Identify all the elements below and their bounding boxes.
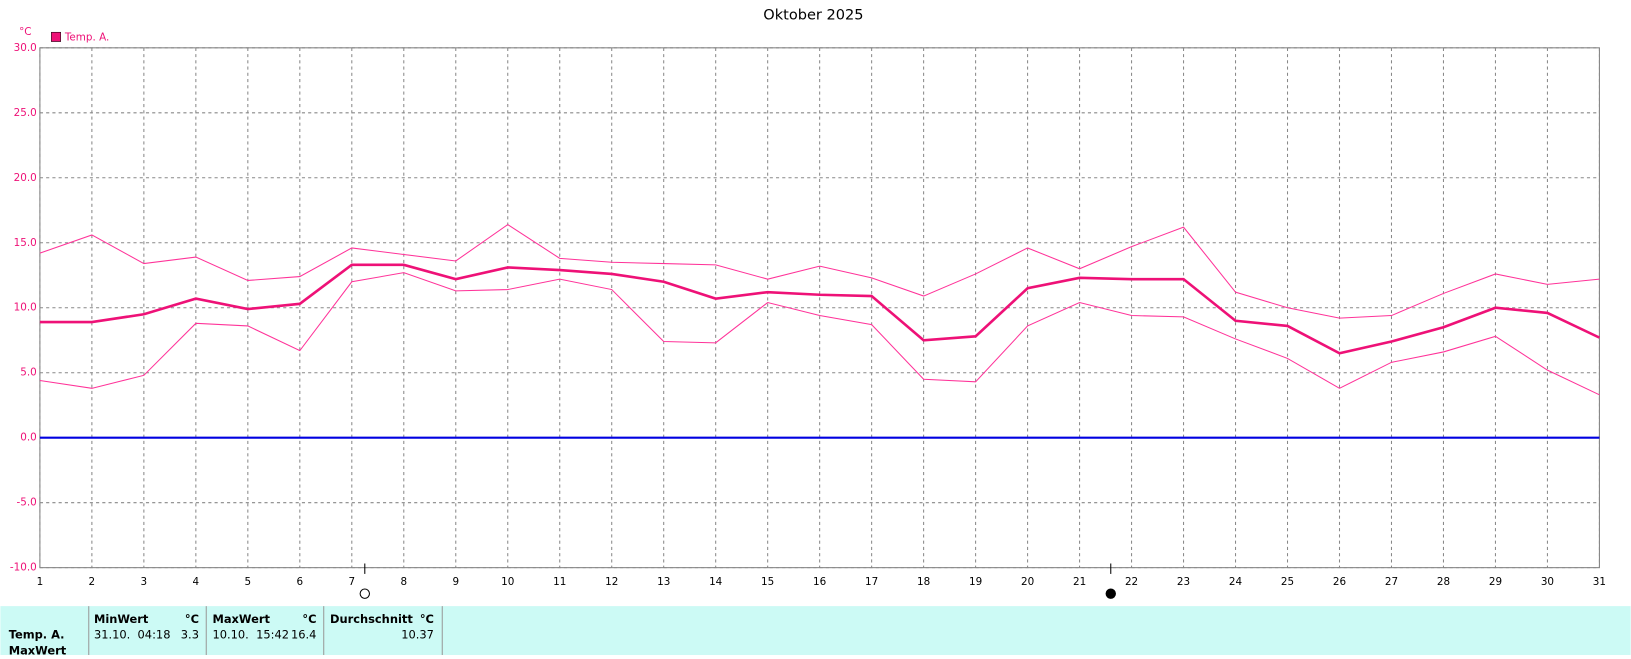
table-header: °C bbox=[420, 612, 434, 626]
x-tick-label: 2 bbox=[89, 576, 96, 588]
x-tick-label: 26 bbox=[1333, 576, 1346, 588]
x-tick-label: 22 bbox=[1125, 576, 1138, 588]
x-tick-label: 11 bbox=[553, 576, 566, 588]
chart-title: Oktober 2025 bbox=[763, 7, 863, 24]
x-tick-label: 3 bbox=[141, 576, 148, 588]
x-tick-label: 7 bbox=[348, 576, 355, 588]
x-tick-label: 15 bbox=[761, 576, 774, 588]
table-cell: Temp. A. bbox=[9, 628, 65, 642]
series-line bbox=[39, 223, 1600, 319]
x-tick-label: 29 bbox=[1489, 576, 1502, 588]
x-tick-label: 6 bbox=[297, 576, 304, 588]
table-lines bbox=[88, 606, 443, 655]
x-tick-label: 25 bbox=[1281, 576, 1294, 588]
series-line bbox=[39, 272, 1600, 396]
y-tick-label: 20.0 bbox=[14, 172, 37, 184]
x-tick-label: 12 bbox=[605, 576, 618, 588]
stats-panel bbox=[0, 606, 1631, 655]
table-cell: MaxWert bbox=[9, 643, 67, 655]
y-tick-label: 15.0 bbox=[14, 237, 37, 249]
table-header: MaxWert bbox=[212, 612, 270, 626]
y-tick-label: -10.0 bbox=[10, 562, 37, 574]
x-tick-label: 21 bbox=[1073, 576, 1086, 588]
table-cell: 10.37 bbox=[401, 628, 434, 642]
table-cell: 31.10. 04:18 bbox=[94, 628, 171, 642]
legend-swatch bbox=[51, 31, 61, 42]
y-tick-label: 25.0 bbox=[14, 107, 37, 119]
x-tick-label: 13 bbox=[657, 576, 670, 588]
table-header: MinWert bbox=[94, 612, 149, 626]
x-tick-label: 27 bbox=[1385, 576, 1398, 588]
x-tick-label: 19 bbox=[969, 576, 982, 588]
x-tick-label: 28 bbox=[1437, 576, 1450, 588]
x-tick-label: 20 bbox=[1021, 576, 1034, 588]
table-header: Durchschnitt bbox=[330, 612, 413, 626]
x-tick-label: 31 bbox=[1593, 576, 1606, 588]
y-tick-label: 5.0 bbox=[20, 367, 37, 379]
moon-marker bbox=[359, 588, 370, 599]
x-tick-label: 17 bbox=[865, 576, 878, 588]
x-tick-label: 5 bbox=[245, 576, 252, 588]
table-cell: 10.10. 15:42 bbox=[212, 628, 289, 642]
table-header: °C bbox=[185, 612, 199, 626]
y-tick-label: -5.0 bbox=[17, 497, 37, 509]
table-cell: 3.3 bbox=[181, 628, 199, 642]
table-cell: 16.4 bbox=[291, 628, 316, 642]
x-tick-label: 23 bbox=[1177, 576, 1190, 588]
x-tick-label: 18 bbox=[917, 576, 930, 588]
x-tick-label: 9 bbox=[452, 576, 459, 588]
x-tick-label: 4 bbox=[193, 576, 200, 588]
moon-marker bbox=[1105, 588, 1116, 599]
y-tick-label: 10.0 bbox=[14, 302, 37, 314]
table-header: °C bbox=[302, 612, 316, 626]
x-tick-label: 24 bbox=[1229, 576, 1243, 588]
x-tick-label: 16 bbox=[813, 576, 826, 588]
y-tick-label: 0.0 bbox=[20, 432, 37, 444]
x-tick-label: 10 bbox=[501, 576, 514, 588]
series-line bbox=[39, 263, 1600, 355]
x-tick-label: 14 bbox=[709, 576, 723, 588]
y-unit: °C bbox=[19, 26, 31, 38]
legend-label: Temp. A. bbox=[64, 31, 109, 43]
x-tick-label: 30 bbox=[1541, 576, 1554, 588]
y-tick-label: 30.0 bbox=[14, 42, 37, 54]
x-tick-label: 1 bbox=[37, 576, 44, 588]
x-tick-label: 8 bbox=[400, 576, 407, 588]
